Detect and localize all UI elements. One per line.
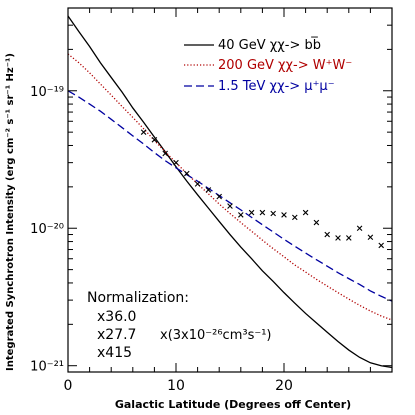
data-point-marker	[356, 225, 363, 232]
data-point-marker	[259, 209, 266, 216]
axes: 0 10 20 10⁻²¹ 10⁻²⁰ 10⁻¹⁹	[30, 7, 393, 394]
data-point-marker	[281, 212, 287, 218]
y-axis-label: Integrated Synchrotron Intensity (erg cm…	[5, 53, 16, 371]
normalization-annotation: Normalization: x36.0 x27.7 x415 x(3x10⁻²…	[87, 290, 272, 361]
data-point-marker	[173, 159, 179, 166]
series-line-0	[68, 15, 392, 369]
series-line-2	[68, 90, 392, 302]
data-point-marker	[227, 203, 233, 209]
data-point-marker	[151, 136, 158, 143]
plot-area	[68, 15, 392, 369]
series-line-1	[68, 53, 392, 321]
legend: 40 GeV χχ-> bb̅ 200 GeV χχ-> W⁺W⁻ 1.5 TeV …	[184, 37, 352, 94]
x-tick-label: 20	[275, 378, 293, 394]
data-point-marker	[140, 129, 147, 135]
data-point-marker	[162, 150, 168, 157]
y-tick-label: 10⁻²⁰	[30, 222, 64, 237]
legend-label-2: 1.5 TeV χχ-> μ⁺μ⁻	[218, 79, 335, 94]
data-point-marker	[292, 214, 298, 221]
normalization-factor-red: x27.7	[97, 327, 136, 343]
data-point-marker	[367, 234, 374, 241]
data-point-marker	[248, 209, 255, 216]
data-point-marker	[238, 212, 244, 218]
x-tick-label: 0	[64, 378, 73, 394]
legend-label-1: 200 GeV χχ-> W⁺W⁻	[218, 58, 352, 73]
data-point-marker	[313, 219, 320, 226]
data-point-marker	[184, 170, 190, 177]
legend-label-0: 40 GeV χχ-> bb̅	[218, 37, 321, 53]
normalization-title: Normalization:	[87, 290, 189, 306]
data-point-marker	[205, 187, 212, 193]
data-point-marker	[378, 242, 384, 249]
x-axis-label: Galactic Latitude (Degrees off Center)	[115, 398, 351, 411]
data-point-marker	[346, 235, 352, 241]
x-tick-label: 10	[167, 378, 185, 394]
plot-frame	[67, 7, 393, 373]
y-tick-label: 10⁻¹⁹	[30, 85, 64, 100]
data-point-marker	[216, 193, 222, 200]
data-point-marker	[302, 209, 309, 216]
data-point-marker	[324, 231, 330, 238]
normalization-units: x(3x10⁻²⁶cm³s⁻¹)	[160, 328, 272, 343]
normalization-factor-blue: x415	[97, 345, 132, 361]
y-tick-label: 10⁻²¹	[30, 360, 64, 375]
data-point-marker	[335, 235, 341, 241]
data-point-marker	[270, 210, 276, 217]
data-point-marker	[194, 181, 201, 187]
normalization-factor-black: x36.0	[97, 309, 136, 325]
